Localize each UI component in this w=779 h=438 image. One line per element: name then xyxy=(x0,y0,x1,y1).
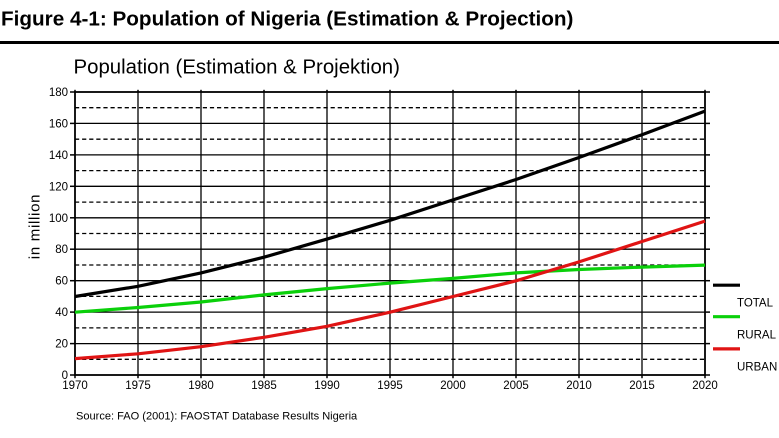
svg-text:2005: 2005 xyxy=(503,380,529,392)
svg-text:80: 80 xyxy=(55,244,68,256)
svg-text:1970: 1970 xyxy=(62,380,88,392)
svg-text:180: 180 xyxy=(49,87,68,99)
svg-text:URBAN: URBAN xyxy=(737,362,777,374)
svg-text:2015: 2015 xyxy=(629,380,655,392)
svg-text:60: 60 xyxy=(55,276,68,288)
svg-text:in million: in million xyxy=(27,194,44,259)
svg-text:Population (Estimation & Proje: Population (Estimation & Projektion) xyxy=(74,57,400,79)
svg-text:2020: 2020 xyxy=(692,380,718,392)
svg-text:20: 20 xyxy=(55,339,68,351)
svg-text:2000: 2000 xyxy=(440,380,466,392)
svg-text:TOTAL: TOTAL xyxy=(737,298,774,310)
svg-text:120: 120 xyxy=(49,181,68,193)
svg-text:1985: 1985 xyxy=(251,380,277,392)
svg-text:140: 140 xyxy=(49,150,68,162)
svg-text:1995: 1995 xyxy=(377,380,403,392)
svg-text:1990: 1990 xyxy=(314,380,340,392)
svg-text:Figure 4-1: Population of Nige: Figure 4-1: Population of Nigeria (Estim… xyxy=(1,8,573,31)
svg-text:100: 100 xyxy=(49,213,68,225)
svg-text:1975: 1975 xyxy=(125,380,151,392)
svg-text:40: 40 xyxy=(55,307,68,319)
svg-text:RURAL: RURAL xyxy=(737,330,777,342)
svg-text:2010: 2010 xyxy=(566,380,592,392)
svg-text:Source: FAO (2001): FAOSTAT Da: Source: FAO (2001): FAOSTAT Database Res… xyxy=(76,411,358,423)
svg-text:160: 160 xyxy=(49,118,68,130)
svg-text:1980: 1980 xyxy=(188,380,214,392)
svg-text:0: 0 xyxy=(62,370,68,382)
